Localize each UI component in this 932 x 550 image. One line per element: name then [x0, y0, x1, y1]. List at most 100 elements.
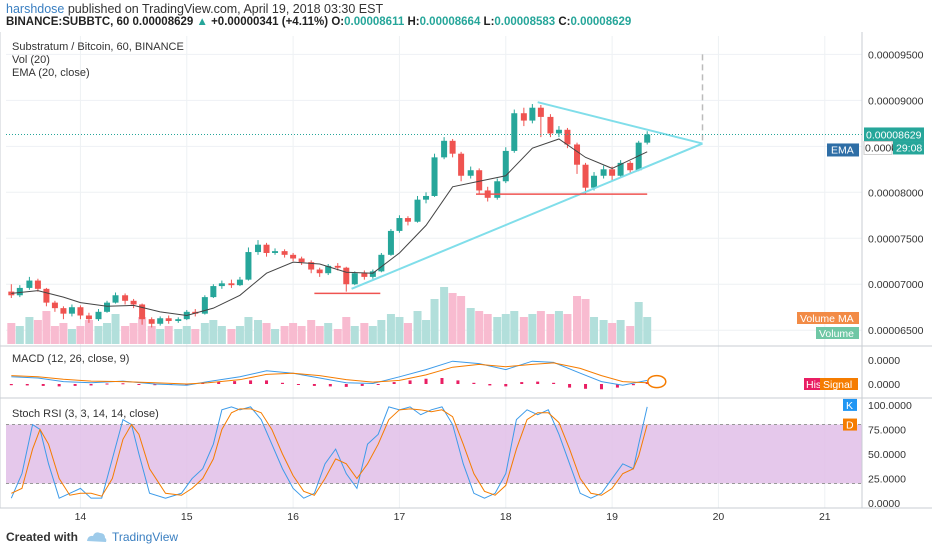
close-value: 0.00008629 — [570, 16, 632, 28]
candle-body — [245, 252, 252, 280]
candle-body — [396, 218, 403, 231]
macd-histogram-bar — [312, 384, 316, 386]
candle-body — [529, 107, 536, 121]
open-label: O: — [331, 16, 345, 28]
volume-bar — [254, 320, 263, 344]
close-label: C: — [558, 16, 571, 28]
candle-body — [361, 273, 368, 277]
candle-body — [574, 144, 581, 165]
volume-bar — [493, 317, 502, 344]
symbol-label: BINANCE:SUBBTC, 60 — [6, 16, 130, 28]
macd-histogram-bar — [57, 384, 61, 387]
candle-body — [511, 113, 518, 151]
stoch-k-line — [10, 406, 648, 499]
x-tick-label: 17 — [394, 511, 406, 523]
candle-body — [139, 304, 146, 320]
candle-body — [281, 251, 288, 255]
macd-histogram-bar — [488, 384, 492, 386]
x-tick-label: 15 — [181, 511, 193, 523]
candle-body — [148, 319, 155, 324]
volume-bar — [342, 317, 351, 344]
candle-body — [369, 271, 376, 277]
candle-body — [308, 262, 315, 270]
tradingview-brand[interactable]: TradingView — [112, 530, 179, 544]
candle-body — [644, 134, 651, 143]
macd-histogram-bar — [536, 381, 540, 384]
open-value: 0.00008611 — [344, 16, 405, 28]
candle-body — [210, 286, 217, 298]
volume-bar — [599, 320, 608, 344]
volume-bar — [7, 323, 16, 344]
macd-histogram-bar — [599, 384, 603, 390]
trendline-upper — [537, 101, 703, 145]
macd-histogram-bar — [265, 380, 269, 384]
candle-body — [130, 300, 137, 305]
price-change: +0.00000341 (+4.11%) — [211, 16, 329, 28]
volume-bar — [510, 311, 519, 344]
up-triangle-icon: ▲ — [196, 16, 208, 28]
volume-bar — [244, 317, 253, 344]
volume-bar — [50, 326, 59, 344]
publish-line: harshdose published on TradingView.com, … — [6, 2, 383, 16]
volume-bar — [307, 320, 316, 344]
macd-histogram-bar — [185, 384, 189, 386]
k-tag-label: K — [846, 400, 853, 412]
volume-bar — [227, 329, 236, 344]
trendline-lower — [351, 142, 703, 290]
volume-bar — [501, 314, 510, 344]
macd-tick-label: 0.0000 — [868, 355, 900, 367]
volume-bar — [94, 326, 103, 344]
y-tick-label: 0.00008000 — [868, 187, 924, 199]
volume-bar — [554, 311, 563, 344]
macd-histogram-bar — [376, 384, 380, 385]
author-link[interactable]: harshdose — [6, 2, 65, 16]
stoch-d-line — [11, 408, 648, 497]
candle-body — [449, 140, 456, 154]
y-tick-label: 0.00009000 — [868, 95, 924, 107]
candle-body — [609, 169, 616, 176]
signal-tag-label: Signal — [823, 379, 852, 391]
candle-body — [228, 283, 235, 286]
candle-body — [255, 244, 262, 253]
macd-histogram-bar — [89, 384, 93, 386]
x-tick-label: 19 — [606, 511, 618, 523]
candle-body — [564, 129, 571, 145]
volume-bar — [350, 326, 359, 344]
ema-line — [11, 138, 648, 317]
macd-histogram-bar — [392, 382, 396, 384]
macd-signal-line — [11, 362, 648, 385]
candle-body — [467, 170, 474, 176]
candle-body — [600, 169, 607, 176]
volume-bar — [403, 323, 412, 344]
macd-histogram-bar — [456, 380, 460, 384]
k-tag — [843, 398, 857, 411]
macd-histogram-bar — [121, 383, 125, 385]
ema-tag — [827, 143, 859, 157]
volume-bar — [209, 320, 218, 344]
volume-ma-tag — [797, 312, 859, 324]
x-tick-label: 18 — [500, 511, 512, 523]
macd-tick-label: 0.0000 — [868, 379, 900, 391]
volume-bar — [608, 323, 617, 344]
volume-bar — [111, 314, 120, 344]
y-tick-label: 0.00006500 — [868, 325, 924, 337]
published-text: published on TradingView.com, April 19, … — [67, 2, 384, 16]
volume-bar — [616, 320, 625, 344]
volume-bar — [430, 299, 439, 344]
ema-tag-label: EMA — [831, 144, 854, 156]
main-chart-title: Substratum / Bitcoin, 60, BINANCE — [12, 41, 184, 53]
candle-body — [414, 199, 421, 222]
volume-bar — [440, 287, 449, 344]
d-tag-label: D — [846, 420, 854, 432]
macd-histogram-bar — [105, 383, 109, 385]
volume-bar — [536, 311, 545, 344]
volume-bar — [25, 317, 34, 344]
volume-bar — [590, 317, 599, 344]
volume-bar — [289, 323, 298, 344]
chart-canvas[interactable]: 14 15 16 17 18 19 20 21 0.00009500 0.00009000 0.00… — [0, 32, 932, 526]
macd-histogram-bar — [9, 384, 13, 386]
volume-bar — [563, 314, 572, 344]
ema-value-box — [863, 140, 893, 155]
candle-body — [95, 311, 102, 320]
macd-histogram-bar — [568, 384, 572, 388]
